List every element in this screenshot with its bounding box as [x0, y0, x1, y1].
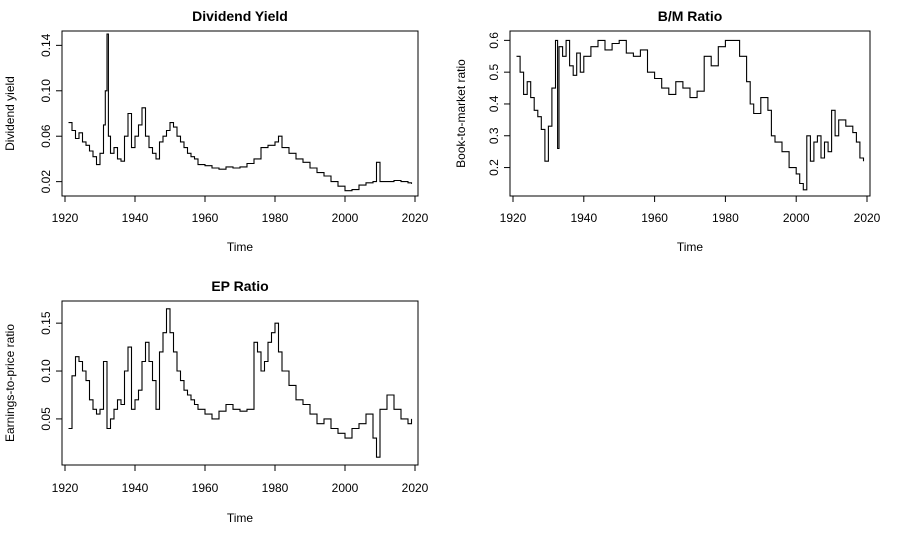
dividend-x-tick-label: 2020 — [402, 211, 429, 225]
dividend-x-tick-label: 1920 — [52, 211, 79, 225]
dividend-y-tick-label: 0.02 — [39, 170, 53, 194]
bm-x-tick-label: 2000 — [783, 211, 810, 225]
bm-x-tick-label: 1920 — [500, 211, 527, 225]
bm-plot-frame — [509, 30, 871, 197]
bm-x-tick-label: 1940 — [570, 211, 597, 225]
bm-y-tick-label: 0.3 — [487, 127, 501, 144]
dividend-y-axis-label: Dividend yield — [3, 76, 17, 151]
bm-y-tick-label: 0.2 — [487, 159, 501, 176]
bm-x-tick-label: 1960 — [641, 211, 668, 225]
ep-y-tick-label: 0.15 — [39, 311, 53, 335]
bm-y-tick-label: 0.6 — [487, 32, 501, 49]
bm-y-axis-label: Book-to-market ratio — [454, 59, 468, 168]
ep-x-tick-label: 2020 — [402, 481, 429, 495]
bm-title: B/M Ratio — [658, 8, 723, 24]
dividend-y-tick-label: 0.14 — [39, 33, 53, 57]
dividend-series-line — [68, 33, 413, 192]
bm-y-tick-label: 0.4 — [487, 95, 501, 112]
ep-y-tick-label: 0.10 — [39, 359, 53, 383]
dividend-x-axis-label: Time — [227, 240, 254, 254]
bm-series-line — [516, 39, 865, 191]
ep-title: EP Ratio — [211, 278, 268, 294]
dividend-title: Dividend Yield — [192, 8, 288, 24]
ep-series-line — [68, 308, 413, 458]
bm-x-tick-label: 2020 — [854, 211, 881, 225]
ep-x-tick-label: 1980 — [262, 481, 289, 495]
ep-x-tick-label: 2000 — [332, 481, 359, 495]
dividend-y-tick-label: 0.10 — [39, 79, 53, 103]
ep-x-axis-label: Time — [227, 511, 254, 525]
bm-y-tick-label: 0.5 — [487, 63, 501, 80]
ep-x-tick-label: 1920 — [52, 481, 79, 495]
dividend-y-tick-label: 0.06 — [39, 124, 53, 148]
dividend-x-tick-label: 1960 — [192, 211, 219, 225]
ep-x-tick-label: 1940 — [122, 481, 149, 495]
ep-plot-frame — [61, 300, 419, 466]
ep-y-axis-label: Earnings-to-price ratio — [3, 324, 17, 442]
bm-x-axis-label: Time — [677, 240, 704, 254]
dividend-x-tick-label: 1980 — [262, 211, 289, 225]
bm-x-tick-label: 1980 — [712, 211, 739, 225]
ep-x-tick-label: 1960 — [192, 481, 219, 495]
dividend-x-tick-label: 2000 — [332, 211, 359, 225]
dividend-x-tick-label: 1940 — [122, 211, 149, 225]
ep-y-tick-label: 0.05 — [39, 407, 53, 431]
dividend-plot-frame — [61, 30, 419, 197]
